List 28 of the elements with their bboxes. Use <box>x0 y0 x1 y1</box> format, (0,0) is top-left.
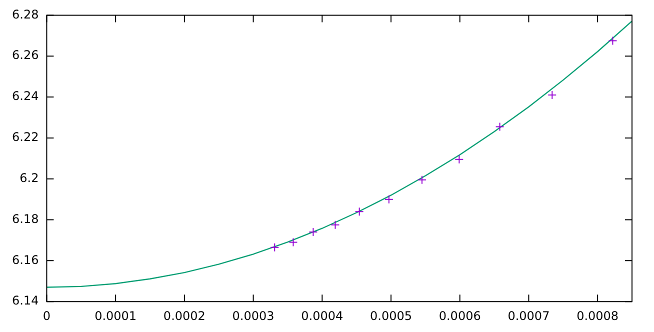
point <box>454 154 464 164</box>
y-tick-label: 6.2 <box>20 170 39 185</box>
x-tick-label: 0.0007 <box>508 308 550 323</box>
point <box>495 122 504 132</box>
x-tick-label: 0 <box>42 308 51 323</box>
x-tick-label: 0.0001 <box>94 308 137 323</box>
point <box>608 36 618 46</box>
y-tick-label: 6.26 <box>12 48 39 62</box>
x-tick-label: 0.0008 <box>576 308 619 323</box>
point <box>288 238 298 247</box>
point <box>548 90 557 100</box>
x-tick-label: 0.0002 <box>163 308 206 323</box>
y-tick-label: 6.28 <box>12 7 39 22</box>
y-tick-label: 6.16 <box>12 252 39 267</box>
x-tick-label: 0.0005 <box>370 308 412 323</box>
point <box>354 207 364 216</box>
point <box>308 228 318 237</box>
y-tick-label: 6.24 <box>12 89 39 104</box>
y-tick-label: 6.18 <box>12 212 39 226</box>
x-tick-label: 0.0006 <box>438 308 481 323</box>
y-tick-label: 6.14 <box>12 294 39 308</box>
point <box>270 242 280 252</box>
y-tick-label: 6.22 <box>12 130 39 144</box>
point <box>384 194 394 204</box>
x-tick-label: 0.0003 <box>232 308 274 323</box>
point <box>330 220 340 230</box>
x-tick-label: 0.0004 <box>301 308 344 323</box>
point <box>417 175 426 184</box>
